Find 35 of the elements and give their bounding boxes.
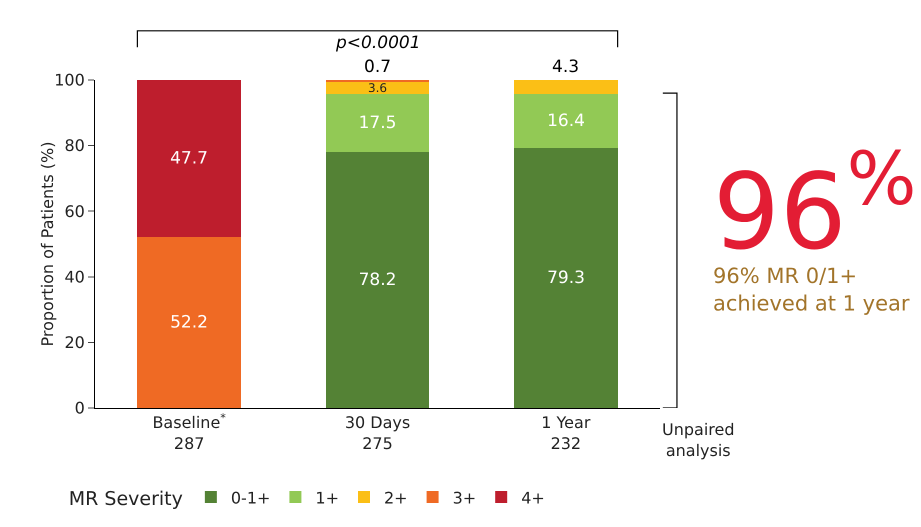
y-tick-label: 20 bbox=[64, 333, 85, 352]
text: p<0.0001 bbox=[335, 33, 421, 53]
bar bbox=[514, 94, 618, 148]
legend-label: 1+ bbox=[315, 488, 339, 508]
bar bbox=[326, 82, 429, 94]
bar bbox=[326, 94, 429, 152]
data-label: 4.3 bbox=[552, 57, 580, 77]
legend-label: 4+ bbox=[521, 488, 545, 508]
legend-label: 0-1+ bbox=[230, 488, 270, 508]
x-tick-label: 1 Year 232 bbox=[541, 413, 591, 453]
bar bbox=[137, 80, 241, 237]
data-label: 79.3 bbox=[547, 268, 585, 288]
data-label: 0.7 bbox=[364, 57, 392, 77]
data-label: 47.7 bbox=[170, 148, 208, 168]
bar bbox=[514, 148, 618, 408]
bar bbox=[137, 237, 241, 408]
data-label: 52.2 bbox=[170, 312, 208, 332]
category-label: Baseline$^{*}$ 287 bbox=[152, 411, 226, 453]
y-tick-label: 0 bbox=[74, 398, 85, 418]
y-tick-label: 40 bbox=[64, 267, 85, 286]
legend-label: 3+ bbox=[452, 488, 476, 508]
y-tick-label: 100 bbox=[54, 70, 85, 90]
data-label: 17.5 bbox=[358, 113, 396, 133]
bar bbox=[326, 152, 429, 408]
data-label: 3.6 bbox=[368, 81, 388, 95]
x-tick-label: 30 Days 275 bbox=[344, 413, 410, 453]
data-label: 78.2 bbox=[358, 270, 396, 290]
text: Unpaired analysis bbox=[662, 420, 734, 460]
y-tick-label: 80 bbox=[64, 136, 85, 156]
bar bbox=[514, 80, 618, 94]
y-axis-title: Proportion of Patients (%) bbox=[38, 142, 57, 346]
legend-label: 2+ bbox=[384, 488, 408, 508]
data-label: 16.4 bbox=[547, 111, 585, 131]
legend-title: MR Severity bbox=[68, 488, 183, 510]
y-tick-label: 60 bbox=[64, 202, 85, 221]
